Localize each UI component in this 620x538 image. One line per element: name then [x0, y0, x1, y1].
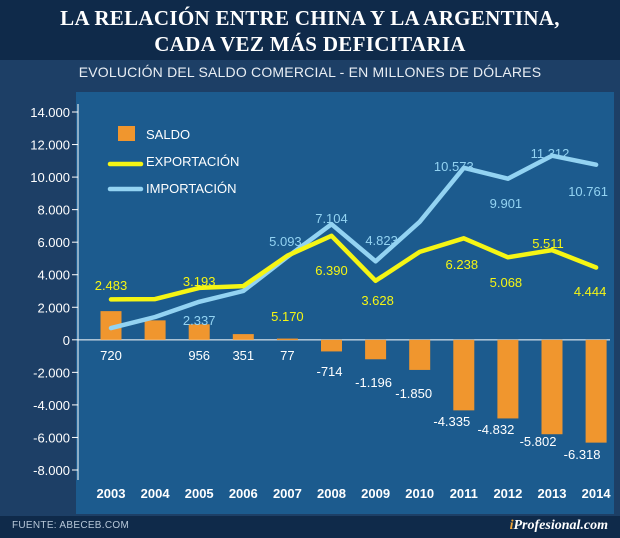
data-label-importacion: 4.823 — [365, 233, 398, 248]
bar-saldo — [100, 311, 122, 340]
data-label-saldo: -4.335 — [433, 414, 470, 429]
y-tick-label: 2.000 — [37, 300, 70, 315]
data-label-importacion: 2.337 — [183, 313, 216, 328]
bar-saldo — [497, 339, 519, 419]
bar-saldo — [585, 339, 607, 443]
y-tick-label: -6.000 — [33, 430, 70, 445]
chart-subtitle: EVOLUCIÓN DEL SALDO COMERCIAL - EN MILLO… — [78, 64, 542, 80]
data-label-saldo: 77 — [280, 348, 294, 363]
y-tick-label: 10.000 — [30, 170, 70, 185]
data-label-exportacion: 6.390 — [315, 263, 348, 278]
y-tick-label: -8.000 — [33, 463, 70, 478]
x-tick-label: 2005 — [185, 486, 214, 501]
legend-label-saldo: SALDO — [146, 127, 190, 142]
data-label-exportacion: 5.068 — [490, 275, 523, 290]
data-label-importacion: 9.901 — [490, 196, 523, 211]
x-tick-label: 2003 — [97, 486, 126, 501]
brand-logo: iProfesional.com — [510, 518, 608, 534]
y-tick-label: 14.000 — [30, 105, 70, 120]
data-label-exportacion: 3.628 — [361, 293, 394, 308]
data-label-saldo: 720 — [100, 348, 122, 363]
data-label-saldo: -1.850 — [395, 386, 432, 401]
data-label-importacion: 10.573 — [434, 159, 474, 174]
plot-area — [76, 92, 614, 514]
y-tick-label: 0 — [63, 333, 70, 348]
data-label-exportacion: 6.238 — [446, 257, 479, 272]
title-banner: LA RELACIÓN ENTRE CHINA Y LA ARGENTINA, … — [0, 0, 620, 60]
x-tick-label: 2008 — [317, 486, 346, 501]
legend-label-importacion: IMPORTACIÓN — [146, 181, 237, 196]
bar-saldo — [453, 339, 475, 411]
bar-saldo — [232, 334, 254, 340]
brand-prefix: i — [509, 518, 514, 533]
x-tick-label: 2014 — [582, 486, 612, 501]
data-label-exportacion: 5.170 — [271, 309, 304, 324]
data-label-importacion: 10.761 — [568, 184, 608, 199]
chart-title-line-2: CADA VEZ MÁS DEFICITARIA — [154, 32, 466, 56]
data-label-saldo: -5.802 — [520, 434, 557, 449]
chart-title-line-1: LA RELACIÓN ENTRE CHINA Y LA ARGENTINA, — [60, 6, 560, 30]
y-tick-label: 6.000 — [37, 235, 70, 250]
y-tick-label: 4.000 — [37, 268, 70, 283]
source-note: FUENTE: ABECEB.COM — [12, 520, 130, 531]
bar-saldo — [321, 339, 342, 352]
data-label-exportacion: 3.193 — [183, 274, 216, 289]
data-label-saldo: 956 — [188, 348, 210, 363]
y-tick-label: -4.000 — [33, 398, 70, 413]
brand-name: Profesional.com — [513, 518, 609, 533]
y-tick-label: -2.000 — [33, 365, 70, 380]
bar-saldo — [409, 339, 431, 370]
x-tick-label: 2011 — [450, 486, 478, 501]
x-tick-label: 2007 — [273, 486, 302, 501]
line-exportacion — [108, 233, 599, 302]
data-label-exportacion: 2.483 — [95, 278, 128, 293]
data-label-exportacion: 4.444 — [574, 284, 607, 299]
data-label-saldo: -6.318 — [564, 447, 601, 462]
x-tick-label: 2013 — [538, 486, 567, 501]
x-tick-label: 2010 — [405, 486, 434, 501]
data-label-importacion: 11.312 — [531, 146, 570, 161]
bar-saldo — [188, 324, 210, 340]
x-tick-label: 2012 — [493, 486, 522, 501]
legend-swatch-saldo — [118, 126, 135, 141]
x-tick-label: 2006 — [229, 486, 258, 501]
data-label-exportacion: 5.511 — [532, 236, 564, 251]
data-label-saldo: 351 — [232, 348, 254, 363]
bar-saldo — [276, 338, 298, 341]
bar-saldo — [365, 339, 387, 360]
bar-saldo — [144, 320, 166, 340]
bar-saldo — [541, 339, 563, 435]
legend-label-exportacion: EXPORTACIÓN — [146, 154, 239, 169]
data-label-importacion: 7.104 — [315, 211, 348, 226]
data-label-saldo: -1.196 — [355, 375, 392, 390]
data-label-saldo: -714 — [316, 364, 342, 379]
data-label-saldo: -4.832 — [477, 422, 514, 437]
line-importacion — [108, 153, 599, 331]
y-tick-label: 8.000 — [37, 203, 70, 218]
x-tick-label: 2004 — [141, 486, 171, 501]
data-label-importacion: 5.093 — [269, 234, 302, 249]
x-tick-label: 2009 — [361, 486, 390, 501]
y-tick-label: 12.000 — [30, 138, 70, 153]
footer-bar: FUENTE: ABECEB.COM iProfesional.com — [0, 516, 620, 538]
